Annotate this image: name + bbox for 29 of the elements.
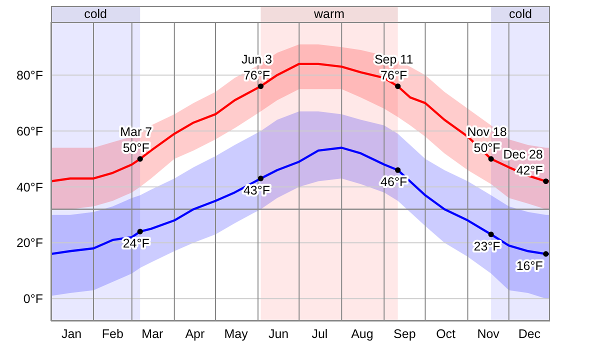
x-tick-label: Jun — [268, 326, 289, 341]
x-tick-label: Jul — [312, 326, 328, 341]
y-tick-label: 20°F — [16, 236, 44, 250]
x-tick-label: Aug — [351, 326, 374, 341]
data-label: Jun 3 76°F — [241, 52, 272, 82]
data-label: 24°F — [122, 236, 150, 251]
data-label: 16°F — [516, 258, 544, 273]
x-tick-label: Dec — [518, 326, 541, 341]
x-tick-label: Apr — [185, 326, 205, 341]
data-label: Dec 28 42°F — [503, 147, 544, 178]
y-tick-label: 0°F — [23, 292, 44, 306]
data-label: 23°F — [474, 239, 501, 254]
band-label: cold — [84, 7, 108, 21]
y-tick-label: 60°F — [16, 124, 44, 138]
data-label: Mar 7 50°F — [120, 124, 152, 155]
x-tick-label: Feb — [102, 326, 124, 341]
data-label: Sep 11 76°F — [374, 52, 414, 82]
x-tick-label: Jan — [61, 326, 82, 341]
y-tick-label: 40°F — [16, 180, 44, 194]
x-tick-label: Nov — [477, 326, 500, 341]
x-tick-label: Oct — [436, 326, 456, 341]
band-label: cold — [509, 7, 532, 21]
x-tick-label: Mar — [142, 326, 164, 341]
data-label: 43°F — [243, 183, 270, 198]
y-tick-label: 80°F — [16, 68, 44, 83]
x-tick-label: May — [224, 326, 249, 341]
data-label: 46°F — [380, 175, 408, 190]
band-label: warm — [313, 7, 345, 21]
x-tick-label: Sep — [394, 326, 416, 341]
